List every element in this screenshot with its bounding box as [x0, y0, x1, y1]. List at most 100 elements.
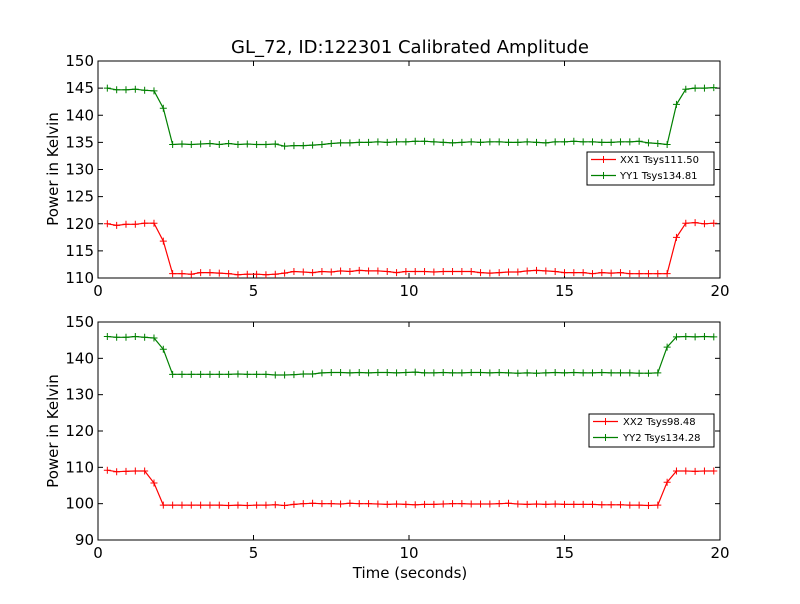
- top-legend-label-yy1: YY1 Tsys134.81: [619, 171, 698, 182]
- bottom-point-xx2: [439, 500, 447, 508]
- top-point-yy1: [178, 140, 186, 148]
- bottom-y-tick-label: 130: [65, 386, 94, 404]
- top-plot-area: 0 5 10 15 20 110 115 120 125 130 135 140 145 150: [65, 52, 730, 300]
- top-point-xx1: [672, 233, 680, 241]
- top-point-xx1: [187, 270, 195, 278]
- top-point-xx1: [654, 270, 662, 278]
- bottom-point-xx2: [654, 501, 662, 509]
- top-point-xx1: [411, 267, 419, 275]
- bottom-point-xx2: [215, 501, 223, 509]
- top-point-xx1: [234, 271, 242, 279]
- top-point-yy1: [514, 138, 522, 146]
- top-point-xx1: [197, 269, 205, 277]
- top-y-tick-label: 115: [65, 242, 94, 260]
- bottom-point-xx2: [598, 501, 606, 509]
- bottom-point-xx2: [411, 501, 419, 509]
- bottom-point-yy2: [672, 333, 680, 341]
- top-point-yy1: [542, 139, 550, 147]
- bottom-point-yy2: [271, 371, 279, 379]
- top-point-xx1: [290, 267, 298, 275]
- bottom-point-yy2: [449, 369, 457, 377]
- bottom-point-xx2: [253, 501, 261, 509]
- bottom-point-yy2: [374, 369, 382, 377]
- bottom-point-xx2: [551, 500, 559, 508]
- bottom-point-yy2: [355, 369, 363, 377]
- bottom-y-tick-label: 110: [65, 458, 94, 476]
- top-point-xx1: [458, 267, 466, 275]
- bottom-point-yy2: [663, 343, 671, 351]
- top-point-xx1: [542, 267, 550, 275]
- top-point-yy1: [579, 138, 587, 146]
- bottom-point-yy2: [458, 369, 466, 377]
- top-point-xx1: [486, 269, 494, 277]
- bottom-point-yy2: [514, 369, 522, 377]
- top-point-yy1: [103, 84, 111, 92]
- bottom-x-tick-label: 15: [555, 544, 574, 562]
- top-point-yy1: [672, 100, 680, 108]
- bottom-point-yy2: [393, 369, 401, 377]
- top-point-xx1: [299, 268, 307, 276]
- top-point-yy1: [561, 138, 568, 146]
- bottom-point-yy2: [439, 369, 447, 377]
- top-point-xx1: [150, 219, 158, 227]
- bottom-point-xx2: [663, 478, 671, 486]
- bottom-point-xx2: [178, 501, 186, 509]
- bottom-point-yy2: [290, 371, 298, 379]
- bottom-point-yy2: [570, 369, 578, 377]
- top-point-xx1: [682, 219, 690, 227]
- bottom-point-xx2: [113, 468, 121, 476]
- bottom-point-xx2: [243, 501, 251, 509]
- top-point-xx1: [113, 221, 121, 229]
- top-point-yy1: [346, 139, 354, 147]
- bottom-point-yy2: [533, 369, 541, 377]
- bottom-point-xx2: [616, 501, 624, 509]
- top-point-xx1: [449, 267, 457, 275]
- bottom-point-yy2: [187, 370, 195, 378]
- top-y-tick-label: 110: [65, 269, 94, 287]
- top-point-yy1: [477, 138, 485, 146]
- top-point-yy1: [262, 141, 270, 149]
- top-point-xx1: [243, 270, 251, 278]
- top-point-yy1: [458, 138, 466, 146]
- bottom-point-yy2: [113, 333, 121, 341]
- top-point-xx1: [253, 270, 261, 278]
- bottom-point-xx2: [103, 466, 111, 474]
- bottom-point-xx2: [477, 500, 485, 508]
- top-point-yy1: [355, 138, 363, 146]
- bottom-point-yy2: [281, 371, 289, 379]
- bottom-point-yy2: [206, 370, 214, 378]
- top-point-xx1: [467, 267, 475, 275]
- top-point-xx1: [327, 268, 335, 276]
- bottom-point-yy2: [626, 369, 634, 377]
- bottom-point-yy2: [477, 369, 485, 377]
- top-point-xx1: [514, 268, 522, 276]
- bottom-point-yy2: [103, 333, 111, 341]
- bottom-point-xx2: [131, 467, 139, 475]
- top-point-yy1: [383, 138, 391, 146]
- top-point-yy1: [197, 140, 205, 148]
- top-point-xx1: [635, 270, 643, 278]
- top-point-yy1: [281, 142, 289, 150]
- bottom-point-xx2: [141, 467, 149, 475]
- bottom-point-xx2: [159, 501, 167, 509]
- bottom-point-xx2: [234, 501, 242, 509]
- top-point-yy1: [644, 139, 652, 147]
- bottom-point-xx2: [607, 501, 615, 509]
- top-point-xx1: [607, 269, 615, 277]
- top-point-yy1: [691, 84, 699, 92]
- bottom-point-xx2: [327, 500, 335, 508]
- bottom-x-tick-label: 10: [399, 544, 418, 562]
- top-point-yy1: [467, 138, 475, 146]
- top-point-yy1: [505, 138, 513, 146]
- top-point-yy1: [626, 138, 634, 146]
- bottom-point-xx2: [467, 500, 475, 508]
- bottom-point-xx2: [691, 467, 699, 475]
- top-point-xx1: [523, 267, 531, 275]
- bottom-y-tick-label: 120: [65, 422, 94, 440]
- bottom-point-yy2: [644, 369, 652, 377]
- bottom-point-xx2: [672, 467, 680, 475]
- top-x-tick-label: 10: [399, 282, 418, 300]
- bottom-chart-xlabel: Time (seconds): [352, 564, 468, 582]
- bottom-point-yy2: [710, 333, 718, 341]
